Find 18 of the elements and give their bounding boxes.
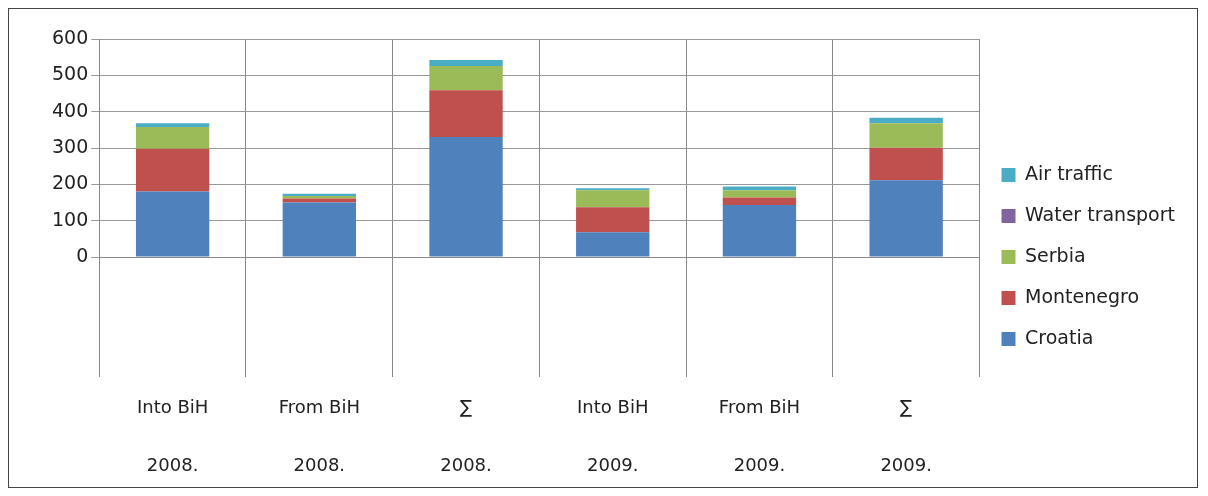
category-label: From BiH 2009. [718, 396, 801, 476]
category-label: Into BiH 2009. [577, 396, 649, 476]
y-tick-label: 100 [52, 207, 89, 230]
y-tick-label: 300 [52, 134, 89, 157]
legend-label: Air traffic [1025, 161, 1113, 184]
y-tick-label: 500 [52, 62, 89, 85]
category-label: From BiH 2008. [278, 396, 360, 476]
y-tick-label: 400 [52, 98, 89, 121]
legend-label: Croatia [1025, 325, 1094, 348]
y-tick-label: 0 [76, 243, 89, 266]
category-label: ∑ 2009. [880, 396, 932, 476]
y-tick-label: 600 [52, 25, 89, 48]
legend-label: Montenegro [1025, 284, 1140, 307]
y-tick-label: 200 [52, 171, 89, 194]
category-label: ∑ 2008. [440, 396, 492, 476]
legend-label: Water transport [1025, 202, 1175, 225]
category-label: Into BiH 2008. [136, 396, 209, 476]
legend-label: Serbia [1025, 243, 1086, 266]
